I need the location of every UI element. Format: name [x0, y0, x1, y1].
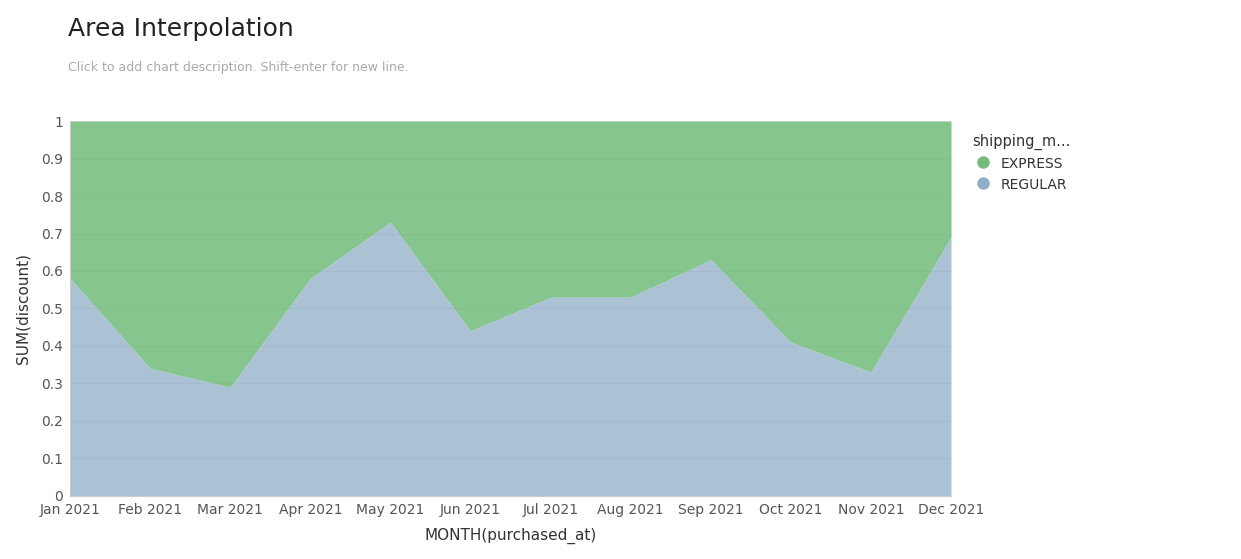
Y-axis label: SUM(discount): SUM(discount): [15, 253, 30, 364]
Legend: EXPRESS, REGULAR: EXPRESS, REGULAR: [967, 128, 1076, 197]
X-axis label: MONTH(purchased_at): MONTH(purchased_at): [424, 528, 597, 544]
Text: Click to add chart description. Shift-enter for new line.: Click to add chart description. Shift-en…: [68, 61, 408, 74]
Text: Area Interpolation: Area Interpolation: [68, 17, 294, 41]
